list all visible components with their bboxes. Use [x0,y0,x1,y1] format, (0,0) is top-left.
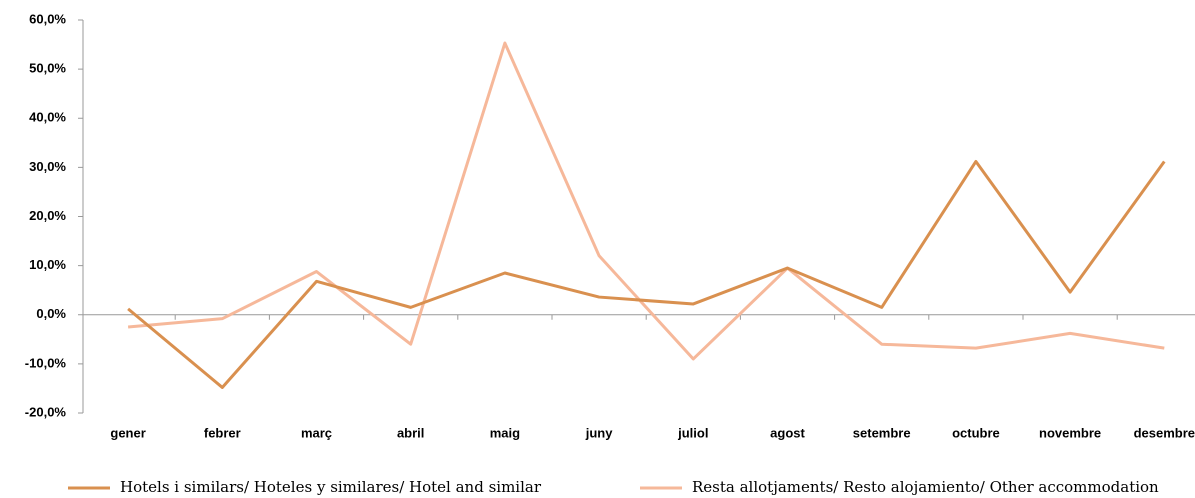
x-tick-label: gener [110,425,145,440]
legend-label: Hotels i similars/ Hoteles y similares/ … [120,478,542,496]
y-tick-label: 60,0% [29,11,66,26]
x-tick-label: setembre [853,425,911,440]
series-line [127,41,1165,361]
x-tick-label: febrer [204,425,241,440]
x-tick-label: octubre [952,425,1000,440]
x-tick-label: març [301,425,332,440]
x-tick-label: desembre [1134,425,1195,440]
series-line [127,159,1166,389]
x-tick-label: agost [770,425,805,440]
y-tick-label: 20,0% [29,208,66,223]
y-tick-label: -10,0% [25,355,67,370]
x-tick-label: abril [397,425,424,440]
x-tick-label: novembre [1039,425,1101,440]
x-tick-label: juny [585,425,613,440]
y-tick-label: 30,0% [29,159,66,174]
y-tick-label: 50,0% [29,61,66,76]
x-tick-label: maig [490,425,520,440]
x-tick-label: juliol [677,425,708,440]
legend-label: Resta allotjaments/ Resto alojamiento/ O… [692,478,1159,496]
y-tick-label: 40,0% [29,110,66,125]
y-tick-label: 10,0% [29,257,66,272]
y-tick-label: -20,0% [25,404,67,419]
y-tick-label: 0,0% [36,306,66,321]
